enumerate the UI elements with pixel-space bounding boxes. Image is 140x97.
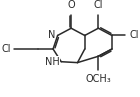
Text: NH: NH bbox=[45, 57, 59, 67]
Text: O: O bbox=[67, 0, 75, 10]
Text: OCH₃: OCH₃ bbox=[85, 74, 111, 84]
Text: Cl: Cl bbox=[94, 0, 103, 10]
Text: N: N bbox=[47, 30, 55, 40]
Text: Cl: Cl bbox=[130, 30, 139, 40]
Text: Cl: Cl bbox=[1, 44, 10, 54]
